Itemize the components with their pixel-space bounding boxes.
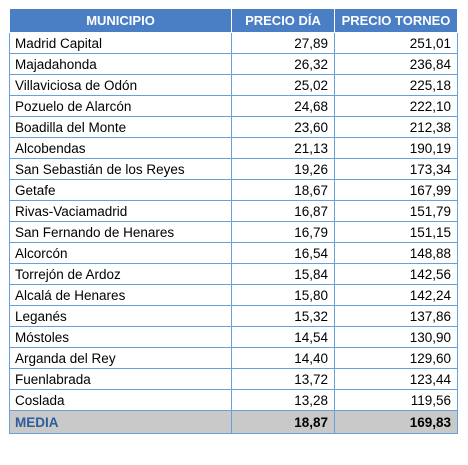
municipio-cell: Arganda del Rey xyxy=(9,347,232,369)
table-row: Madrid Capital 27,89 251,01 xyxy=(9,32,458,54)
table-row: Majadahonda 26,32 236,84 xyxy=(9,53,458,75)
precio-torneo-cell: 167,99 xyxy=(334,179,458,201)
total-label: MEDIA xyxy=(9,410,232,434)
total-row: MEDIA 18,87 169,83 xyxy=(9,410,458,434)
precio-torneo-cell: 137,86 xyxy=(334,305,458,327)
precio-dia-cell: 15,80 xyxy=(231,284,335,306)
precio-dia-cell: 26,32 xyxy=(231,53,335,75)
precio-torneo-cell: 129,60 xyxy=(334,347,458,369)
precio-dia-cell: 16,87 xyxy=(231,200,335,222)
precio-torneo-cell: 119,56 xyxy=(334,389,458,411)
municipio-cell: Majadahonda xyxy=(9,53,232,75)
municipio-cell: San Fernando de Henares xyxy=(9,221,232,243)
price-table-container: MUNICIPIO PRECIO DÍA PRECIO TORNEO Madri… xyxy=(9,9,458,434)
table-row: Pozuelo de Alarcón 24,68 222,10 xyxy=(9,95,458,117)
table-row: Alcalá de Henares 15,80 142,24 xyxy=(9,284,458,306)
table-body: Madrid Capital 27,89 251,01 Majadahonda 26,3… xyxy=(9,32,458,411)
table-row: Getafe 18,67 167,99 xyxy=(9,179,458,201)
table-row: Torrejón de Ardoz 15,84 142,56 xyxy=(9,263,458,285)
precio-torneo-cell: 130,90 xyxy=(334,326,458,348)
precio-torneo-cell: 225,18 xyxy=(334,74,458,96)
table-header: MUNICIPIO PRECIO DÍA PRECIO TORNEO xyxy=(9,9,458,33)
precio-dia-cell: 21,13 xyxy=(231,137,335,159)
total-precio-dia: 18,87 xyxy=(231,410,335,434)
precio-torneo-cell: 151,79 xyxy=(334,200,458,222)
precio-dia-cell: 23,60 xyxy=(231,116,335,138)
precio-dia-cell: 13,72 xyxy=(231,368,335,390)
municipio-cell: Madrid Capital xyxy=(9,32,232,54)
precio-dia-cell: 14,40 xyxy=(231,347,335,369)
municipio-cell: Alcorcón xyxy=(9,242,232,264)
price-table: MUNICIPIO PRECIO DÍA PRECIO TORNEO Madri… xyxy=(9,9,458,434)
table-row: Coslada 13,28 119,56 xyxy=(9,389,458,411)
precio-torneo-cell: 142,24 xyxy=(334,284,458,306)
precio-torneo-cell: 236,84 xyxy=(334,53,458,75)
table-row: Móstoles 14,54 130,90 xyxy=(9,326,458,348)
municipio-cell: Leganés xyxy=(9,305,232,327)
precio-torneo-cell: 212,38 xyxy=(334,116,458,138)
municipio-cell: Pozuelo de Alarcón xyxy=(9,95,232,117)
precio-dia-cell: 19,26 xyxy=(231,158,335,180)
municipio-cell: Alcalá de Henares xyxy=(9,284,232,306)
precio-dia-cell: 27,89 xyxy=(231,32,335,54)
table-row: Arganda del Rey 14,40 129,60 xyxy=(9,347,458,369)
table-footer: MEDIA 18,87 169,83 xyxy=(9,410,458,434)
table-row: San Sebastián de los Reyes 19,26 173,34 xyxy=(9,158,458,180)
precio-torneo-cell: 190,19 xyxy=(334,137,458,159)
total-precio-torneo: 169,83 xyxy=(334,410,458,434)
precio-dia-cell: 13,28 xyxy=(231,389,335,411)
municipio-cell: Alcobendas xyxy=(9,137,232,159)
table-row: Fuenlabrada 13,72 123,44 xyxy=(9,368,458,390)
precio-dia-cell: 14,54 xyxy=(231,326,335,348)
precio-torneo-cell: 148,88 xyxy=(334,242,458,264)
header-precio-torneo: PRECIO TORNEO xyxy=(334,9,458,33)
precio-torneo-cell: 251,01 xyxy=(334,32,458,54)
precio-dia-cell: 24,68 xyxy=(231,95,335,117)
table-row: Leganés 15,32 137,86 xyxy=(9,305,458,327)
header-row: MUNICIPIO PRECIO DÍA PRECIO TORNEO xyxy=(9,9,458,33)
precio-torneo-cell: 123,44 xyxy=(334,368,458,390)
municipio-cell: Rivas-Vaciamadrid xyxy=(9,200,232,222)
municipio-cell: Coslada xyxy=(9,389,232,411)
header-municipio: MUNICIPIO xyxy=(9,9,232,33)
municipio-cell: Torrejón de Ardoz xyxy=(9,263,232,285)
precio-dia-cell: 16,79 xyxy=(231,221,335,243)
table-row: Rivas-Vaciamadrid 16,87 151,79 xyxy=(9,200,458,222)
table-row: Alcorcón 16,54 148,88 xyxy=(9,242,458,264)
municipio-cell: San Sebastián de los Reyes xyxy=(9,158,232,180)
precio-torneo-cell: 222,10 xyxy=(334,95,458,117)
municipio-cell: Móstoles xyxy=(9,326,232,348)
table-row: Alcobendas 21,13 190,19 xyxy=(9,137,458,159)
precio-dia-cell: 16,54 xyxy=(231,242,335,264)
precio-torneo-cell: 151,15 xyxy=(334,221,458,243)
municipio-cell: Fuenlabrada xyxy=(9,368,232,390)
table-row: San Fernando de Henares 16,79 151,15 xyxy=(9,221,458,243)
header-precio-dia: PRECIO DÍA xyxy=(231,9,335,33)
municipio-cell: Boadilla del Monte xyxy=(9,116,232,138)
municipio-cell: Getafe xyxy=(9,179,232,201)
precio-dia-cell: 15,84 xyxy=(231,263,335,285)
precio-torneo-cell: 173,34 xyxy=(334,158,458,180)
precio-dia-cell: 18,67 xyxy=(231,179,335,201)
precio-dia-cell: 15,32 xyxy=(231,305,335,327)
precio-dia-cell: 25,02 xyxy=(231,74,335,96)
table-row: Villaviciosa de Odón 25,02 225,18 xyxy=(9,74,458,96)
municipio-cell: Villaviciosa de Odón xyxy=(9,74,232,96)
table-row: Boadilla del Monte 23,60 212,38 xyxy=(9,116,458,138)
precio-torneo-cell: 142,56 xyxy=(334,263,458,285)
